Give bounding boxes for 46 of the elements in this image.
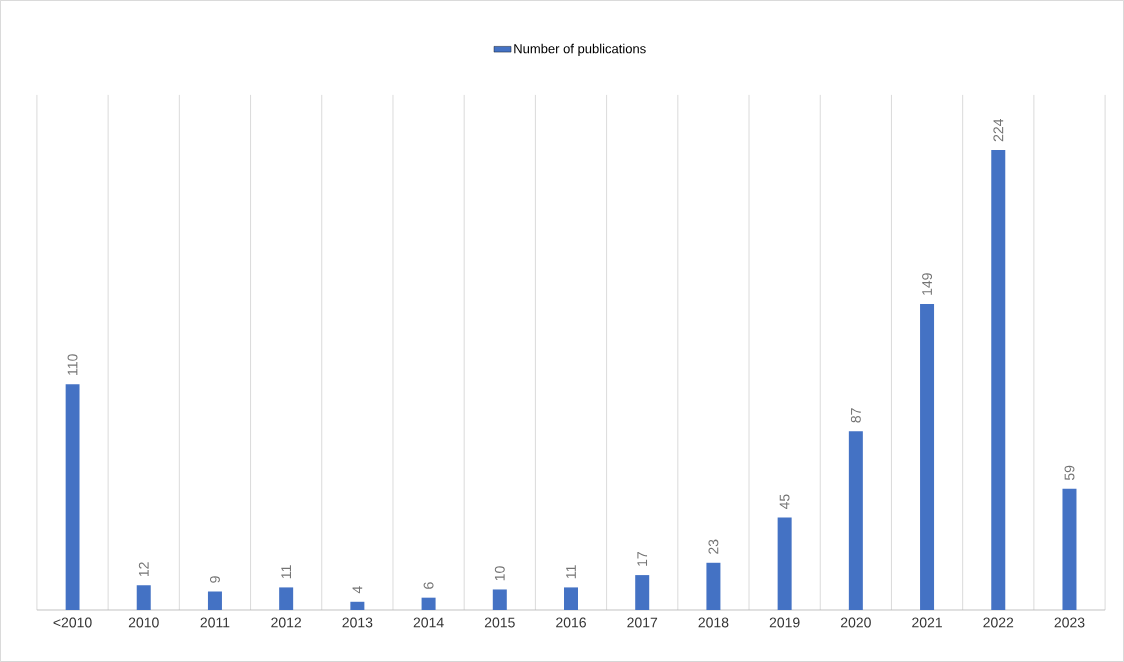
bar xyxy=(492,589,507,611)
data-label: 10 xyxy=(494,566,505,581)
bar xyxy=(777,517,792,611)
bar xyxy=(421,597,436,611)
bar xyxy=(848,431,863,611)
data-label: 11 xyxy=(566,565,576,579)
x-tick-label: 2015 xyxy=(484,617,515,628)
x-tick-label: 2022 xyxy=(983,617,1014,628)
data-label: 6 xyxy=(423,582,434,589)
bar xyxy=(920,304,935,611)
bar xyxy=(136,585,151,611)
x-tick-label: 2012 xyxy=(271,617,302,628)
data-label: 45 xyxy=(779,494,790,510)
x-tick-label: 2011 xyxy=(200,617,230,628)
bar xyxy=(706,562,721,611)
bar xyxy=(279,587,294,611)
x-tick-label: 2016 xyxy=(556,617,586,628)
data-label: 23 xyxy=(708,539,719,554)
x-tick-label: 2018 xyxy=(698,617,729,628)
legend-label: Number of publications xyxy=(514,43,646,56)
bar xyxy=(65,384,80,611)
data-label: 149 xyxy=(922,273,933,295)
data-label: 87 xyxy=(850,408,861,423)
x-tick-label: 2013 xyxy=(342,617,373,628)
x-tick-label: 2020 xyxy=(840,617,871,628)
data-label: 4 xyxy=(352,586,363,594)
bar xyxy=(207,591,222,611)
data-label: 59 xyxy=(1064,465,1075,481)
bar xyxy=(991,150,1006,611)
bar xyxy=(350,601,365,611)
bar xyxy=(1062,488,1077,611)
data-label: 110 xyxy=(67,354,78,375)
x-tick-label: 2014 xyxy=(413,617,444,628)
data-label: 224 xyxy=(993,119,1004,142)
x-tick-label: 2017 xyxy=(627,617,658,628)
data-label: 11 xyxy=(281,565,291,579)
data-label: 9 xyxy=(209,576,220,583)
data-label: 12 xyxy=(138,562,149,577)
x-tick-label: 2023 xyxy=(1054,617,1085,628)
bar xyxy=(635,575,650,611)
x-tick-label: <2010 xyxy=(53,617,92,628)
bar xyxy=(564,587,578,611)
x-tick-label: 2021 xyxy=(912,617,942,628)
data-label: 17 xyxy=(637,552,648,566)
x-tick-label: 2019 xyxy=(769,617,800,628)
x-tick-label: 2010 xyxy=(128,617,159,628)
